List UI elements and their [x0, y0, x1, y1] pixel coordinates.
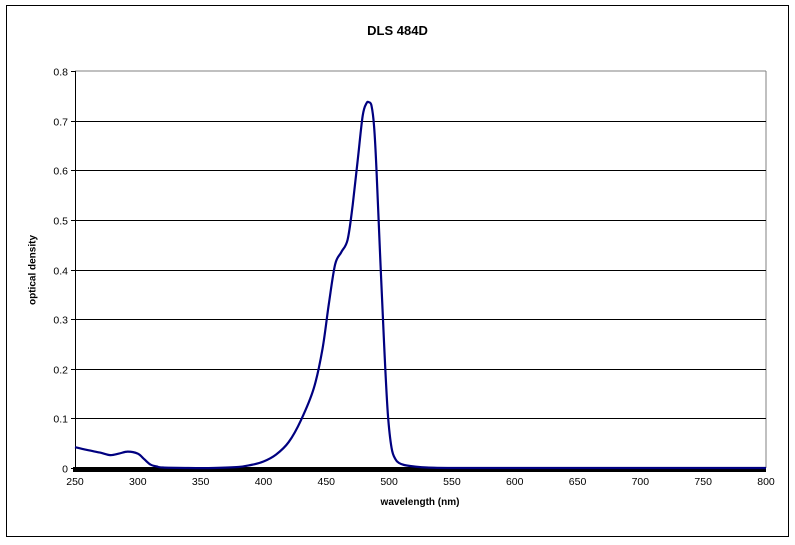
y-tick-label: 0.7: [53, 117, 68, 129]
y-tick-label: 0.2: [53, 365, 68, 377]
x-tick-label: 400: [255, 476, 273, 488]
x-tick-label: 800: [757, 476, 775, 488]
y-tick-label: 0.3: [53, 315, 68, 327]
y-tick-label: 0: [62, 464, 68, 476]
y-axis-ticks: 0 0.1 0.2 0.3 0.4 0.5 0.6 0.7 0.8: [53, 67, 76, 476]
chart-title: DLS 484D: [367, 23, 428, 38]
x-tick-label: 250: [66, 476, 84, 488]
x-axis-ticks: 250 300 350 400 450 500 550 600 650 700 750 800: [66, 467, 775, 488]
x-tick-label: 350: [192, 476, 210, 488]
x-tick-label: 700: [632, 476, 650, 488]
x-tick-label: 750: [694, 476, 712, 488]
y-tick-label: 0.8: [53, 67, 68, 79]
data-series-line: [74, 100, 766, 470]
x-tick-label: 600: [506, 476, 524, 488]
y-tick-label: 0.5: [53, 216, 68, 228]
y-tick-label: 0.1: [53, 414, 68, 426]
x-tick-label: 550: [443, 476, 461, 488]
x-axis-label: wavelength (nm): [380, 497, 460, 508]
gridlines: [75, 70, 767, 468]
x-tick-label: 300: [129, 476, 147, 488]
x-tick-label: 500: [380, 476, 398, 488]
x-tick-label: 450: [318, 476, 336, 488]
x-tick-label: 650: [569, 476, 587, 488]
y-tick-label: 0.4: [53, 266, 68, 278]
y-tick-label: 0.6: [53, 166, 68, 178]
